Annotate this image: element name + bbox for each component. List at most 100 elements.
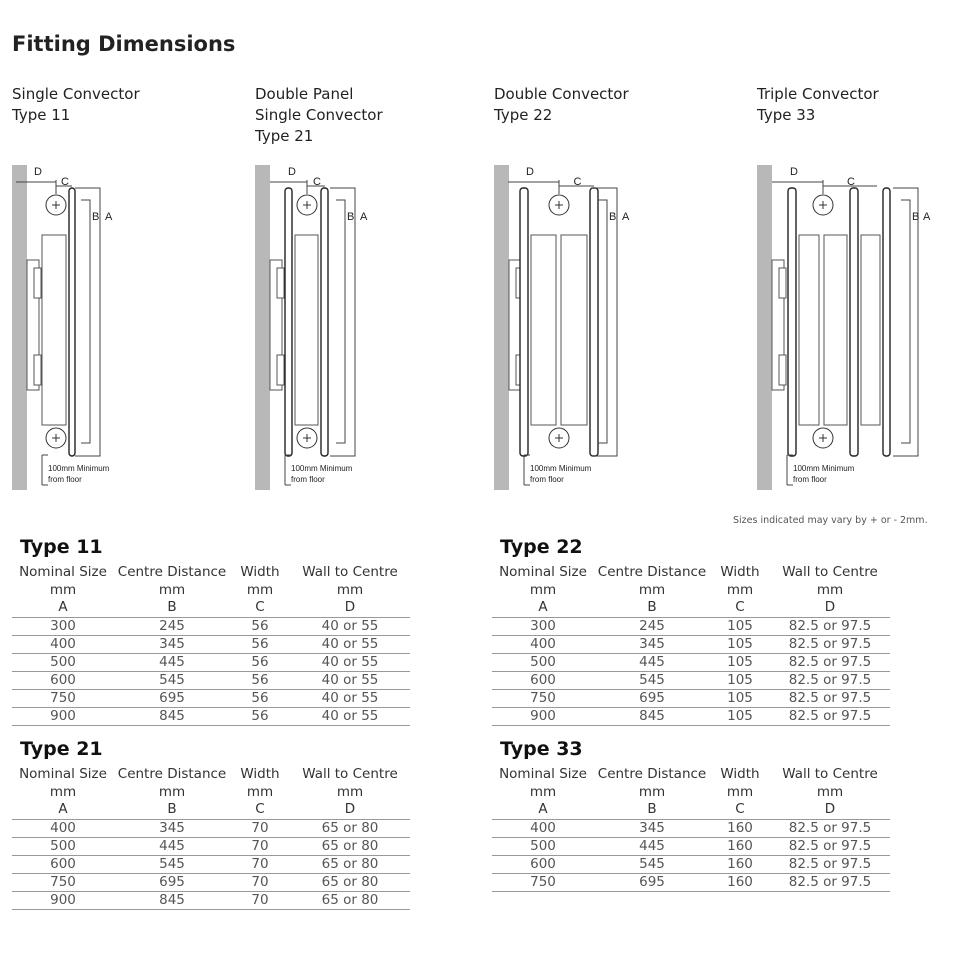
table-row: 600 545 160 82.5 or 97.5	[492, 854, 890, 873]
label-a: A	[622, 211, 630, 223]
column-header: Width	[240, 766, 280, 782]
diagram-title-type22: Double Convector Type 22	[494, 84, 629, 126]
table-title: Type 22	[500, 536, 583, 558]
dimension-a-line	[75, 187, 101, 457]
radiator-panel	[787, 187, 797, 457]
table-row: 500 445 70 65 or 80	[12, 836, 410, 855]
diagram-title-line: Single Convector	[12, 85, 140, 103]
label-c: C	[61, 176, 69, 188]
table-row: 600 545 56 40 or 55	[12, 670, 410, 689]
column-header: Centre Distance	[117, 766, 227, 782]
diagram-title-line: Triple Convector	[757, 85, 879, 103]
table-cell: 82.5 or 97.5	[770, 854, 890, 873]
table-row: 300 245 105 82.5 or 97.5	[492, 616, 890, 635]
radiator-panel	[849, 187, 859, 457]
convector-fins	[798, 234, 820, 426]
radiator-panel	[284, 187, 293, 457]
column-header: C	[735, 599, 745, 615]
convector-fins	[294, 234, 319, 426]
table-cell: 750	[12, 688, 114, 707]
column-header: C	[255, 599, 265, 615]
plus-icon	[819, 434, 827, 442]
table-cell: 545	[114, 670, 230, 689]
column-header: mm	[529, 581, 557, 598]
diagram-title-line: Type 33	[757, 106, 816, 124]
table-cell: 105	[710, 706, 770, 726]
table-cell: 400	[492, 818, 594, 837]
bracket-clip	[276, 354, 285, 386]
table-cell: 65 or 80	[290, 854, 410, 873]
bracket-clip	[276, 267, 285, 299]
table-cell: 65 or 80	[290, 872, 410, 891]
table-cell: 400	[12, 818, 114, 837]
column-header: C	[255, 801, 265, 817]
dimension-a-line	[592, 187, 618, 457]
column-header: mm	[246, 783, 274, 800]
table-cell: 400	[492, 634, 594, 653]
floor-note-line: 100mm Minimum	[530, 464, 592, 473]
header-row: Nominal Size Centre Distance Width Wall to …	[12, 766, 410, 784]
header-row: mm mm mm mm	[492, 582, 890, 600]
table-row: 400 345 160 82.5 or 97.5	[492, 818, 890, 837]
column-header: Nominal Size	[19, 564, 107, 580]
table-cell: 82.5 or 97.5	[770, 872, 890, 892]
bracket-clip	[33, 354, 42, 386]
label-b: B	[347, 211, 354, 223]
table-cell: 750	[492, 688, 594, 707]
floor-note-line: from floor	[793, 475, 827, 484]
convector-fins	[860, 234, 881, 426]
plus-icon	[52, 434, 60, 442]
table-cell: 56	[230, 706, 290, 726]
dimensions-table: Nominal Size Centre Distance Width Wall to …	[12, 766, 410, 910]
label-b: B	[92, 211, 99, 223]
table-row: 900 845 56 40 or 55	[12, 706, 410, 726]
floor-clearance-line	[786, 454, 793, 486]
column-header: Width	[720, 766, 760, 782]
table-cell: 40 or 55	[290, 652, 410, 671]
diagram-title-type21: Double Panel Single Convector Type 21	[255, 84, 383, 147]
column-header: D	[344, 801, 356, 817]
column-header: D	[824, 599, 836, 615]
column-header: B	[647, 599, 657, 615]
diagram-type22: D C B A	[494, 165, 630, 490]
dimension-b-line	[336, 199, 346, 444]
label-d: D	[526, 166, 534, 178]
radiator-panel	[320, 187, 329, 457]
header-row: A B C D	[492, 599, 890, 617]
table-row: 500 445 105 82.5 or 97.5	[492, 652, 890, 671]
table-cell: 845	[594, 706, 710, 726]
table-cell: 695	[594, 688, 710, 707]
floor-note-line: from floor	[530, 475, 564, 484]
table-cell: 345	[594, 634, 710, 653]
dimension-cd-line	[270, 180, 325, 194]
table-row: 500 445 56 40 or 55	[12, 652, 410, 671]
floor-clearance-note: 100mm Minimum from floor	[793, 463, 854, 485]
diagram-title-line: Double Convector	[494, 85, 629, 103]
plus-icon	[303, 201, 311, 209]
table-cell: 300	[12, 616, 114, 635]
bracket-clip	[778, 267, 787, 299]
table-cell: 82.5 or 97.5	[770, 652, 890, 671]
bracket-clip	[778, 354, 787, 386]
label-d: D	[288, 166, 296, 178]
table-cell: 105	[710, 670, 770, 689]
table-cell: 160	[710, 836, 770, 855]
column-header: Centre Distance	[117, 564, 227, 580]
column-header: Centre Distance	[597, 564, 707, 580]
table-row: 400 345 70 65 or 80	[12, 818, 410, 837]
table-row: 400 345 56 40 or 55	[12, 634, 410, 653]
diagram-title-line: Type 11	[12, 106, 71, 124]
table-cell: 160	[710, 872, 770, 892]
table-row: 600 545 70 65 or 80	[12, 854, 410, 873]
label-a: A	[105, 211, 113, 223]
table-row: 600 545 105 82.5 or 97.5	[492, 670, 890, 689]
column-header: A	[538, 599, 548, 615]
dimensions-table: Nominal Size Centre Distance Width Wall to …	[492, 766, 890, 892]
floor-clearance-note: 100mm Minimum from floor	[530, 463, 591, 485]
label-a: A	[923, 211, 931, 223]
column-header: Wall to Centre	[302, 766, 398, 782]
column-header: mm	[816, 581, 844, 598]
table-type-33: Type 33 Nominal Size Centre Distance Width W…	[492, 738, 890, 892]
convector-fins	[560, 234, 588, 426]
table-cell: 56	[230, 652, 290, 671]
